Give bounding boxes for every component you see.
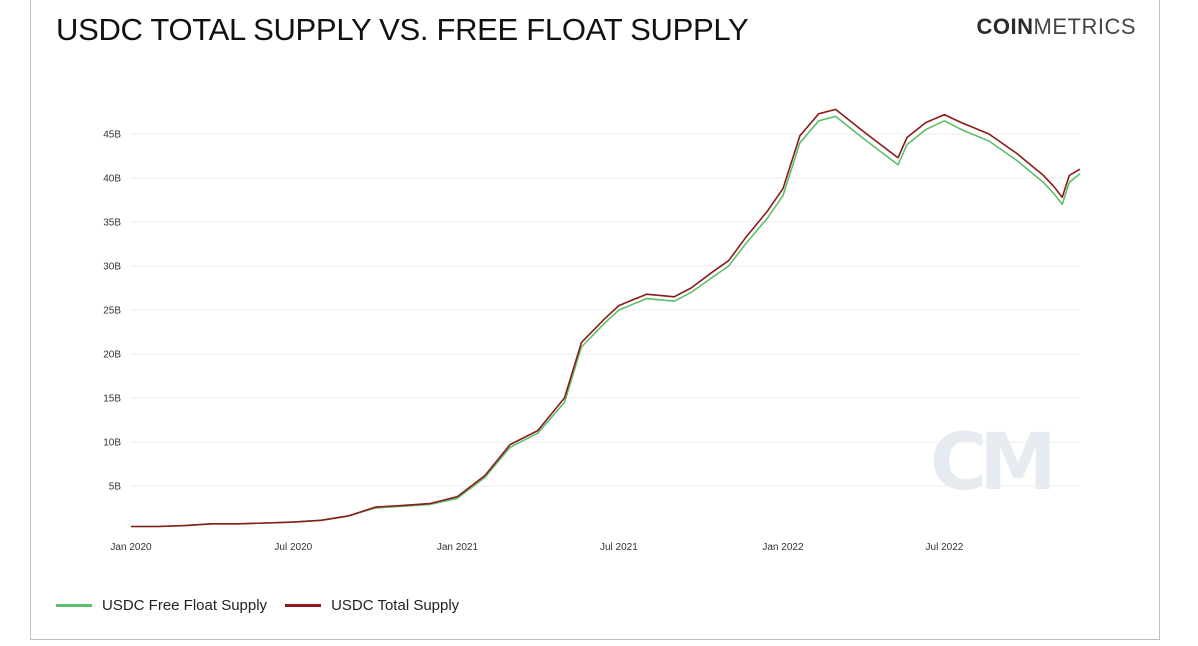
y-axis-ticks: 5B 10B 15B 20B 25B 30B 35B 40B 45B [103, 130, 121, 493]
y-tick-label: 5B [109, 482, 122, 493]
y-tick-label: 25B [103, 306, 121, 317]
legend-item-total[interactable]: USDC Total Supply [285, 597, 459, 614]
y-tick-label: 15B [103, 394, 121, 405]
coinmetrics-logo: COINMETRICS [977, 14, 1137, 40]
x-tick-label: Jul 2021 [600, 542, 638, 553]
legend: USDC Free Float Supply USDC Total Supply [56, 597, 477, 614]
chart-frame [30, 0, 1160, 640]
legend-item-free-float[interactable]: USDC Free Float Supply [56, 597, 267, 614]
y-tick-label: 20B [103, 350, 121, 361]
logo-light-text: METRICS [1033, 14, 1136, 39]
y-tick-label: 45B [103, 130, 121, 141]
gridlines [131, 133, 1080, 487]
y-tick-label: 40B [103, 174, 121, 185]
legend-label-free-float: USDC Free Float Supply [102, 597, 268, 614]
series-line-total [131, 108, 1081, 528]
y-tick-label: 30B [103, 262, 121, 273]
series-lines [131, 108, 1081, 528]
x-tick-label: Jul 2020 [274, 542, 312, 553]
logo-bold-text: COIN [976, 14, 1034, 39]
x-tick-label: Jan 2020 [110, 542, 152, 553]
x-tick-label: Jul 2022 [926, 542, 964, 553]
legend-swatch-free-float [56, 604, 92, 607]
y-tick-label: 10B [103, 438, 121, 449]
y-tick-label: 35B [103, 218, 121, 229]
x-tick-label: Jan 2021 [437, 542, 479, 553]
legend-label-total: USDC Total Supply [331, 597, 460, 614]
cm-watermark: CM [930, 418, 1057, 508]
chart-title: USDC TOTAL SUPPLY VS. FREE FLOAT SUPPLY [56, 12, 749, 47]
legend-swatch-total [285, 604, 322, 607]
x-axis-ticks: Jan 2020 Jul 2020 Jan 2021 Jul 2021 Jan 2022… [110, 542, 963, 553]
x-tick-label: Jan 2022 [762, 542, 804, 553]
